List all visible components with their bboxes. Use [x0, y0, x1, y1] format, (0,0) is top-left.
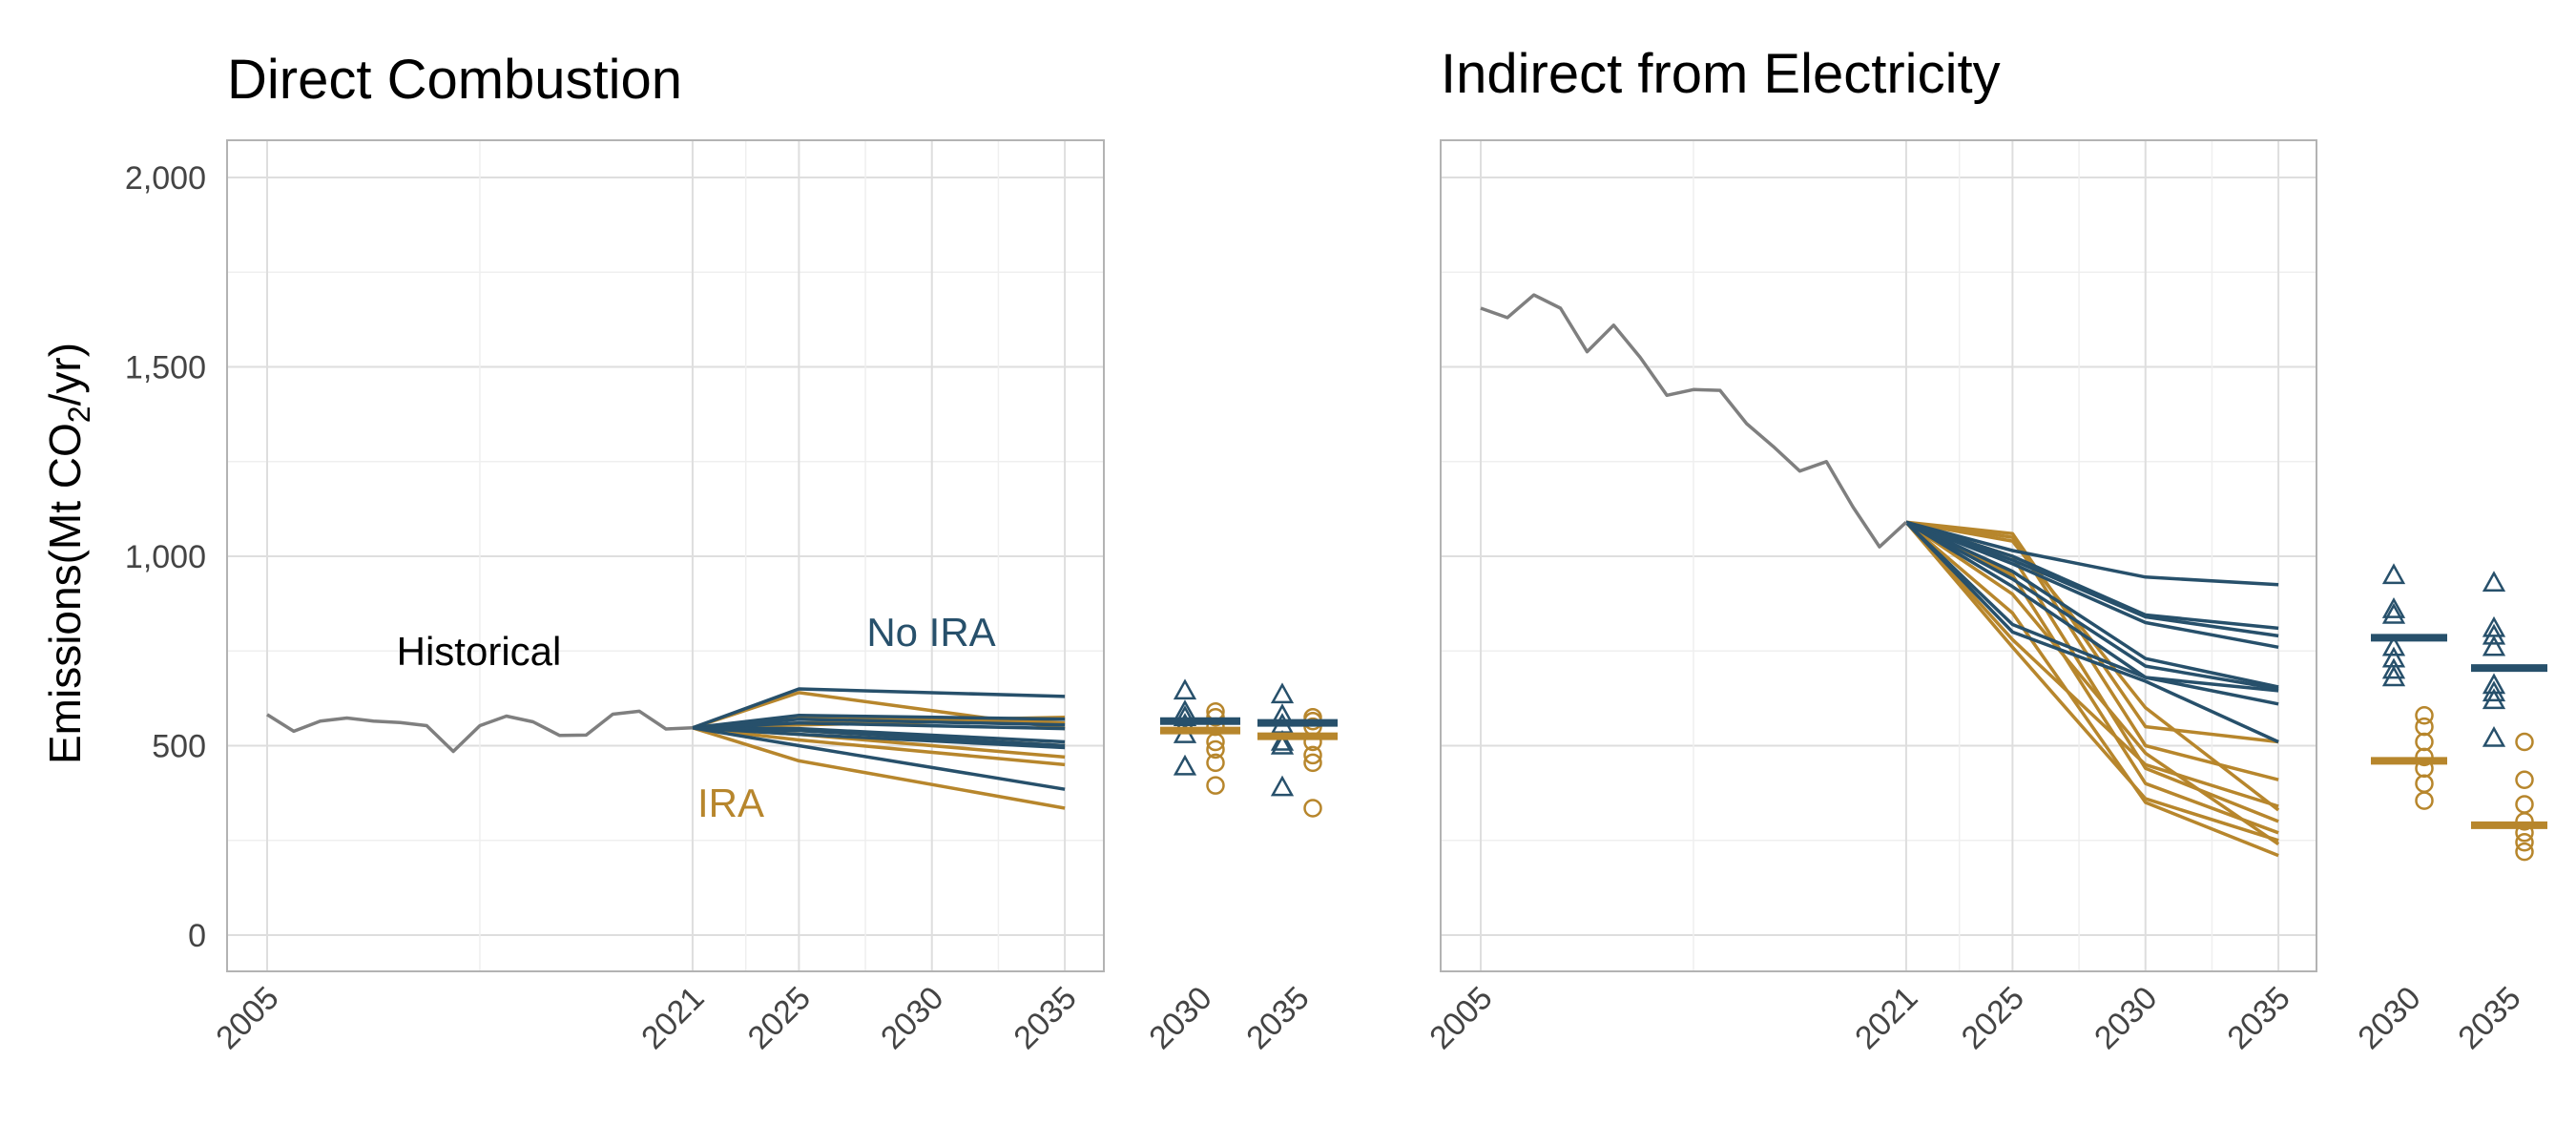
no-ira-scenario-line — [1904, 520, 2279, 706]
summary-layer — [1160, 563, 2547, 862]
no-ira-scenario-line — [1905, 520, 2279, 650]
panel-title-indirect: Indirect from Electricity — [1441, 43, 2001, 105]
no-ira-triangle-marker — [2381, 597, 2406, 618]
no-ira-triangle-marker — [1270, 729, 1295, 751]
ira-circle-marker — [2515, 842, 2534, 862]
ira-circle-marker — [2515, 732, 2534, 752]
no-ira-triangle-marker — [2482, 725, 2506, 747]
no-ira-triangle-marker — [2381, 665, 2406, 687]
annotation-ira: IRA — [697, 781, 764, 825]
ira-circle-marker — [1303, 745, 1322, 765]
x-tick-label-direct: 2005 — [209, 980, 285, 1056]
no-ira-triangle-marker — [2482, 635, 2506, 656]
ira-circle-marker — [2415, 774, 2434, 793]
y-tick-label: 1,500 — [125, 350, 206, 386]
text-layer: Direct Combustion Indirect from Electric… — [40, 43, 2528, 1056]
ira-scenario-line — [692, 726, 1066, 810]
x-tick-label-indirect: 2021 — [1848, 980, 1924, 1056]
ira-scenario-line — [1904, 520, 2280, 846]
ira-circle-marker — [2515, 770, 2534, 789]
no-ira-triangle-marker — [2381, 602, 2406, 624]
ira-scenario-line — [1904, 520, 2279, 858]
annotation-historical: Historical — [397, 629, 562, 674]
historical-line — [1480, 293, 1908, 549]
no-ira-scenario-line — [1905, 520, 2279, 587]
no-ira-scenario-line — [1905, 520, 2279, 691]
no-ira-scenario-line — [1905, 520, 2279, 631]
no-ira-scenario-line — [1905, 520, 2279, 689]
no-ira-triangle-marker — [2482, 623, 2506, 645]
x-tick-label-direct: 2025 — [741, 980, 818, 1056]
no-ira-triangle-marker — [1270, 682, 1295, 704]
ira-circle-marker — [2515, 832, 2534, 852]
summary-tick-label-direct: 2030 — [1142, 980, 1218, 1056]
summary-tick-label-indirect: 2030 — [2351, 980, 2427, 1056]
panel-title-direct: Direct Combustion — [227, 49, 682, 111]
no-ira-scenario-line — [1904, 521, 2279, 744]
ira-circle-marker — [2415, 791, 2434, 810]
no-ira-scenario-line — [692, 726, 1066, 750]
no-ira-scenario-line — [692, 720, 1066, 731]
no-ira-triangle-marker — [2381, 563, 2406, 585]
y-tick-label: 0 — [188, 918, 206, 954]
ira-circle-marker — [1206, 739, 1225, 760]
ira-circle-marker — [1303, 753, 1322, 773]
historical-line — [266, 709, 693, 754]
ira-circle-marker — [1303, 799, 1322, 818]
series-layer — [266, 293, 2280, 858]
y-tick-label: 2,000 — [125, 160, 206, 197]
x-tick-label-indirect: 2025 — [1955, 980, 2031, 1056]
summary-tick-label-indirect: 2035 — [2451, 980, 2527, 1056]
y-axis-label: Emissions(Mt CO2/yr) — [40, 343, 96, 764]
ira-circle-marker — [2515, 795, 2534, 814]
grid-layer — [226, 139, 2317, 972]
no-ira-scenario-line — [692, 726, 1066, 791]
x-tick-label-direct: 2021 — [634, 980, 711, 1056]
no-ira-triangle-marker — [1270, 775, 1295, 797]
no-ira-triangle-marker — [2482, 688, 2506, 710]
no-ira-triangle-marker — [2381, 635, 2406, 656]
ira-circle-marker — [2415, 717, 2434, 737]
ira-circle-marker — [1206, 753, 1225, 773]
panel-border-direct — [226, 139, 1105, 972]
x-tick-label-indirect: 2030 — [2088, 980, 2164, 1056]
y-tick-label: 1,000 — [125, 539, 206, 575]
ira-scenario-line — [1905, 520, 2279, 835]
ira-circle-marker — [2415, 705, 2434, 725]
no-ira-triangle-marker — [1173, 754, 1197, 776]
x-tick-label-direct: 2030 — [874, 980, 950, 1056]
y-tick-label: 500 — [152, 729, 206, 765]
no-ira-scenario-line — [1905, 520, 2279, 638]
panel-border-indirect — [1440, 139, 2317, 972]
ira-scenario-line — [1905, 520, 2279, 781]
summary-tick-label-direct: 2035 — [1239, 980, 1316, 1056]
no-ira-triangle-marker — [1270, 733, 1295, 755]
no-ira-triangle-marker — [1173, 678, 1197, 700]
ira-circle-marker — [2415, 732, 2434, 752]
ira-scenario-line — [1904, 521, 2279, 808]
no-ira-triangle-marker — [2482, 571, 2506, 593]
x-tick-label-indirect: 2035 — [2220, 980, 2296, 1056]
x-tick-label-indirect: 2005 — [1423, 980, 1499, 1056]
ira-scenario-line — [692, 726, 1066, 767]
no-ira-scenario-line — [1904, 521, 2279, 693]
ira-circle-marker — [1206, 776, 1225, 795]
x-tick-label-direct: 2035 — [1007, 980, 1083, 1056]
ira-scenario-line — [1904, 521, 2279, 843]
annotation-no-ira: No IRA — [866, 610, 995, 655]
no-ira-triangle-marker — [2482, 680, 2506, 702]
no-ira-triangle-marker — [2381, 657, 2406, 679]
no-ira-scenario-line — [692, 687, 1066, 730]
